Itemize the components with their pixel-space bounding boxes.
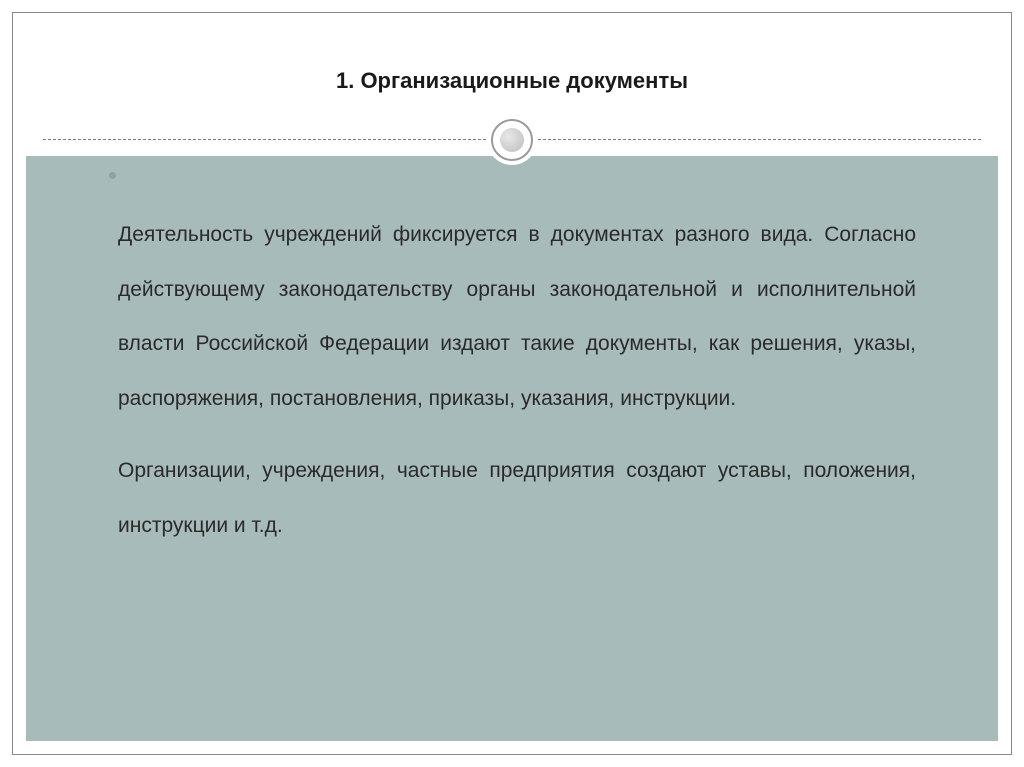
body-text-container: Деятельность учреждений фиксируется в до… bbox=[118, 208, 916, 572]
slide-frame: 1. Организационные документы Деятельност… bbox=[12, 12, 1012, 755]
decorative-circle-inner bbox=[500, 128, 524, 152]
paragraph-1: Деятельность учреждений фиксируется в до… bbox=[118, 208, 916, 426]
bullet-point bbox=[109, 172, 116, 179]
paragraph-2: Организации, учреждения, частные предпри… bbox=[118, 444, 916, 553]
slide-title: 1. Организационные документы bbox=[13, 68, 1011, 94]
decorative-circle-outer bbox=[491, 119, 533, 161]
